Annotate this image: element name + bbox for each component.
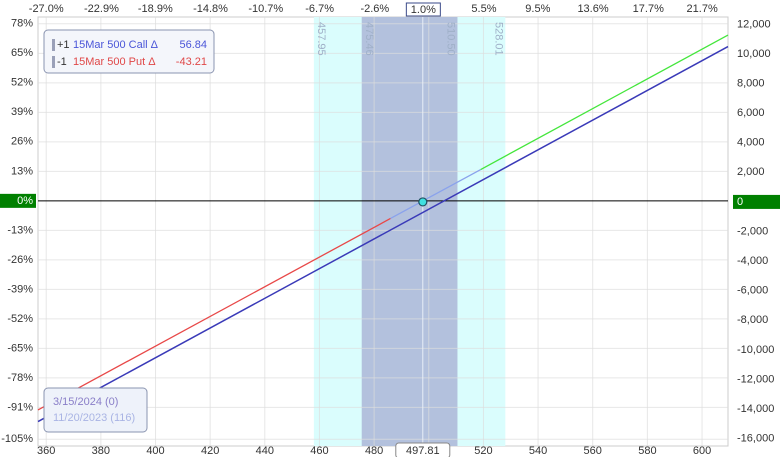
y-tick-label: -39% xyxy=(7,283,33,295)
y-tick-label: 0% xyxy=(17,195,33,207)
band-label: 475.46 xyxy=(363,22,375,56)
x2-tick-label: -14.8% xyxy=(193,3,228,15)
y-tick-label: -52% xyxy=(7,313,33,325)
x-tick-label: 600 xyxy=(693,445,711,457)
current-price-box xyxy=(395,442,451,457)
band-label: 510.50 xyxy=(445,22,457,56)
position-qty: +1 xyxy=(57,39,70,51)
y-tick-label: -91% xyxy=(7,401,33,413)
pl-line-segment xyxy=(390,168,482,220)
position-delta: -43.21 xyxy=(176,56,207,68)
x2-tick-label: 21.7% xyxy=(687,3,718,15)
y-tick-label: 78% xyxy=(11,18,33,30)
y2-tick-label: 0 xyxy=(737,196,743,208)
pl-line xyxy=(37,45,729,423)
y2-tick-label: -6,000 xyxy=(737,285,768,297)
x2-tick-label: 9.5% xyxy=(525,3,550,15)
y2-tick-label: 2,000 xyxy=(737,166,765,178)
position-qty: -1 xyxy=(57,56,67,68)
position-delta: 56.84 xyxy=(179,39,207,51)
positions-box xyxy=(43,29,215,74)
y-tick-label: -13% xyxy=(7,224,33,236)
y-tick-label: -65% xyxy=(7,342,33,354)
y-tick-label: 39% xyxy=(11,106,33,118)
pl-line-segment xyxy=(37,217,391,411)
x-tick-label: 420 xyxy=(201,445,219,457)
x2-tick-label: -27.0% xyxy=(29,3,64,15)
legend-entry: 11/20/2023 (116) xyxy=(53,412,135,424)
range-band xyxy=(361,17,458,446)
current-price-label: 497.81 xyxy=(406,445,440,457)
y-tick-label: 52% xyxy=(11,77,33,89)
x2-tick-label: 13.6% xyxy=(577,3,608,15)
current-change-box xyxy=(405,2,441,17)
band-label: 457.95 xyxy=(315,22,327,56)
x-tick-label: 440 xyxy=(256,445,274,457)
y2-tick-label: 10,000 xyxy=(737,48,771,60)
current-change-label: 1.0% xyxy=(411,4,436,16)
x-tick-label: 400 xyxy=(146,445,164,457)
y-tick-label: -78% xyxy=(7,372,33,384)
y2-tick-label: -10,000 xyxy=(737,344,774,356)
x2-tick-label: -6.7% xyxy=(305,3,334,15)
y2-tick-label: -8,000 xyxy=(737,314,768,326)
x-tick-label: 380 xyxy=(92,445,110,457)
y2-tick-label: 4,000 xyxy=(737,137,765,149)
current-price-marker xyxy=(418,197,428,207)
y2-tick-label: 6,000 xyxy=(737,107,765,119)
legend-entry: 3/15/2024 (0) xyxy=(53,396,118,408)
y2-tick-label: -12,000 xyxy=(737,373,774,385)
y-tick-label: 13% xyxy=(11,165,33,177)
y2-tick-label: -14,000 xyxy=(737,403,774,415)
x2-tick-label: -10.7% xyxy=(248,3,283,15)
band-label: 528.01 xyxy=(492,22,504,56)
legend-box xyxy=(43,387,148,433)
x-tick-label: 580 xyxy=(638,445,656,457)
x-tick-label: 560 xyxy=(584,445,602,457)
y2-tick-label: -16,000 xyxy=(737,433,774,445)
y2-tick-label: -4,000 xyxy=(737,255,768,267)
zero-highlight xyxy=(0,193,36,208)
x-tick-label: 360 xyxy=(37,445,55,457)
y2-tick-label: -2,000 xyxy=(737,225,768,237)
position-marker xyxy=(52,39,55,51)
x-tick-label: 540 xyxy=(529,445,547,457)
y-tick-label: -105% xyxy=(1,433,33,445)
y-tick-label: 26% xyxy=(11,136,33,148)
position-label: 15Mar 500 Put Δ xyxy=(73,56,156,68)
x-tick-label: 520 xyxy=(474,445,492,457)
x2-tick-label: 5.5% xyxy=(471,3,496,15)
y-tick-label: -26% xyxy=(7,254,33,266)
position-marker xyxy=(52,56,55,68)
x-tick-label: 480 xyxy=(365,445,383,457)
pl-line-segment xyxy=(480,34,729,171)
x2-tick-label: -22.9% xyxy=(84,3,119,15)
y2-tick-label: 8,000 xyxy=(737,77,765,89)
x-tick-label: 460 xyxy=(310,445,328,457)
x2-tick-label: 17.7% xyxy=(633,3,664,15)
y-tick-label: 65% xyxy=(11,47,33,59)
position-label: 15Mar 500 Call Δ xyxy=(73,39,159,51)
y2-tick-label: 12,000 xyxy=(737,18,771,30)
x2-tick-label: -18.9% xyxy=(138,3,173,15)
x2-tick-label: -2.6% xyxy=(360,3,389,15)
zero-highlight xyxy=(733,194,780,209)
